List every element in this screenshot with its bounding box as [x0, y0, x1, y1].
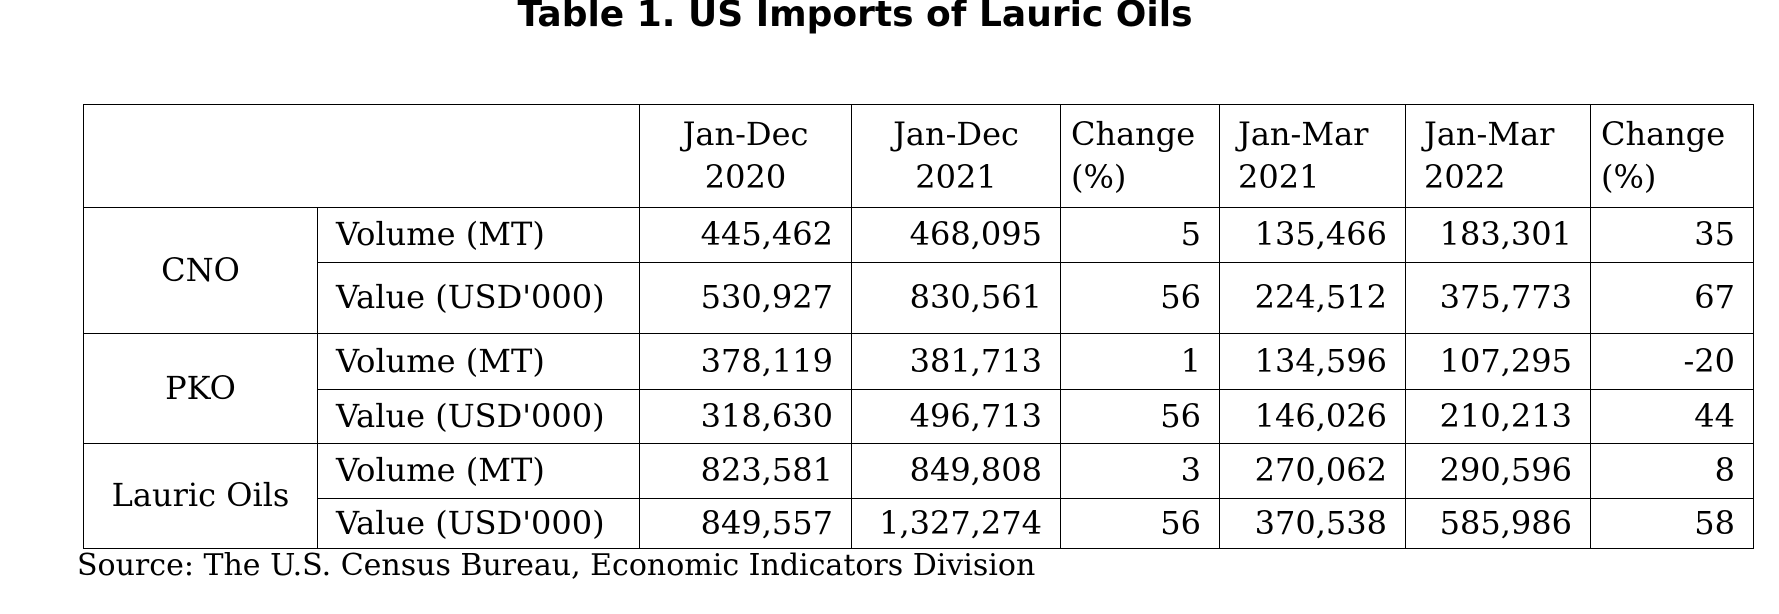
value-cell: 585,986 — [1405, 498, 1591, 549]
value-cell: 134,596 — [1219, 333, 1406, 390]
value-cell: 381,713 — [851, 333, 1061, 390]
data-row: Value (USD'000) 849,557 1,327,274 56 370,538… — [84, 498, 1754, 549]
value-cell: 270,062 — [1219, 443, 1406, 499]
source-note: Source: The U.S. Census Bureau, Economic… — [77, 548, 1036, 583]
header-cell: Change (%) — [1590, 104, 1754, 208]
header-line: (%) — [1071, 158, 1127, 196]
value-cell: 375,773 — [1405, 262, 1591, 334]
value-cell: 56 — [1060, 498, 1220, 549]
header-line: 2022 — [1424, 158, 1506, 196]
value-cell: 8 — [1590, 443, 1754, 499]
value-cell: 56 — [1060, 389, 1220, 444]
value-cell: 445,462 — [639, 207, 852, 263]
metric-label: Volume (MT) — [317, 443, 640, 499]
value-cell: 823,581 — [639, 443, 852, 499]
data-row: CNO Volume (MT) 445,462 468,095 5 135,466 183,… — [83, 207, 1754, 334]
title: Table 1. US Imports of Lauric Oils — [517, 0, 1193, 35]
value-cell: 378,119 — [639, 333, 852, 390]
header-row: Jan-Dec 2020 Jan-Dec 2021 Change (%) Jan-Mar 20… — [83, 104, 1754, 208]
value-cell: 1 — [1060, 333, 1220, 390]
header-line: Jan-Dec — [682, 114, 809, 153]
value-cell: 1,327,274 — [851, 498, 1061, 549]
value-cell: 370,538 — [1219, 498, 1406, 549]
value-cell: 318,630 — [639, 389, 852, 444]
header-cell — [83, 104, 640, 208]
value-cell: 183,301 — [1405, 207, 1591, 263]
header-cell: Jan-Dec 2020 — [639, 104, 852, 208]
value-cell: 58 — [1590, 498, 1754, 549]
value-cell: 56 — [1060, 262, 1220, 334]
header-line: Jan-Mar — [1238, 114, 1369, 153]
value-cell: 35 — [1590, 207, 1754, 263]
value-cell: 146,026 — [1219, 389, 1406, 444]
header-line: (%) — [1601, 158, 1657, 196]
value-cell: 496,713 — [851, 389, 1061, 444]
header-line: 2021 — [915, 158, 997, 196]
value-cell: 468,095 — [851, 207, 1061, 263]
metric-label: Value (USD'000) — [317, 389, 640, 444]
header-line: 2020 — [704, 158, 787, 196]
value-cell: 3 — [1060, 443, 1220, 499]
group-label: PKO — [83, 333, 318, 444]
header-cell: Jan-Mar 2022 — [1405, 104, 1591, 208]
value-cell: -20 — [1590, 333, 1754, 390]
header-line: Jan-Mar — [1424, 114, 1555, 153]
value-cell: 290,596 — [1405, 443, 1591, 499]
metric-label: Value (USD'000) — [317, 262, 640, 334]
data-row: Value (USD'000) 318,630 496,713 56 146,026 21… — [84, 389, 1754, 444]
header-line: Jan-Dec — [893, 114, 1019, 153]
value-cell: 849,557 — [639, 498, 852, 549]
value-cell: 135,466 — [1219, 207, 1406, 263]
value-cell: 830,561 — [851, 262, 1061, 334]
metric-label: Value (USD'000) — [317, 498, 640, 549]
data-table: Jan-Dec 2020 Jan-Dec 2021 Change (%) Jan-Mar 20… — [83, 104, 1754, 549]
header-cell: Jan-Dec 2021 — [851, 104, 1061, 208]
value-cell: 210,213 — [1405, 389, 1591, 444]
data-row: PKO Volume (MT) 378,119 381,713 1 134,596 107,… — [83, 333, 1754, 444]
metric-label: Volume (MT) — [317, 207, 640, 263]
value-cell: 44 — [1590, 389, 1754, 444]
header-line: Change — [1601, 114, 1726, 153]
header-line: 2021 — [1238, 158, 1320, 196]
value-cell: 5 — [1060, 207, 1220, 263]
data-row: Lauric Oils Volume (MT) 823,581 849,808 3 270… — [83, 443, 1754, 549]
value-cell: 67 — [1590, 262, 1754, 334]
header-cell: Change (%) — [1060, 104, 1220, 208]
group-label: Lauric Oils — [83, 443, 318, 549]
value-cell: 224,512 — [1219, 262, 1406, 334]
header-line: Change — [1071, 114, 1196, 153]
header-cell: Jan-Mar 2021 — [1219, 104, 1406, 208]
value-cell: 107,295 — [1405, 333, 1591, 390]
value-cell: 849,808 — [851, 443, 1061, 499]
group-label: CNO — [83, 207, 318, 334]
data-row: Value (USD'000) 530,927 830,561 56 224,512 37… — [84, 262, 1754, 334]
metric-label: Volume (MT) — [317, 333, 640, 390]
value-cell: 530,927 — [639, 262, 852, 334]
